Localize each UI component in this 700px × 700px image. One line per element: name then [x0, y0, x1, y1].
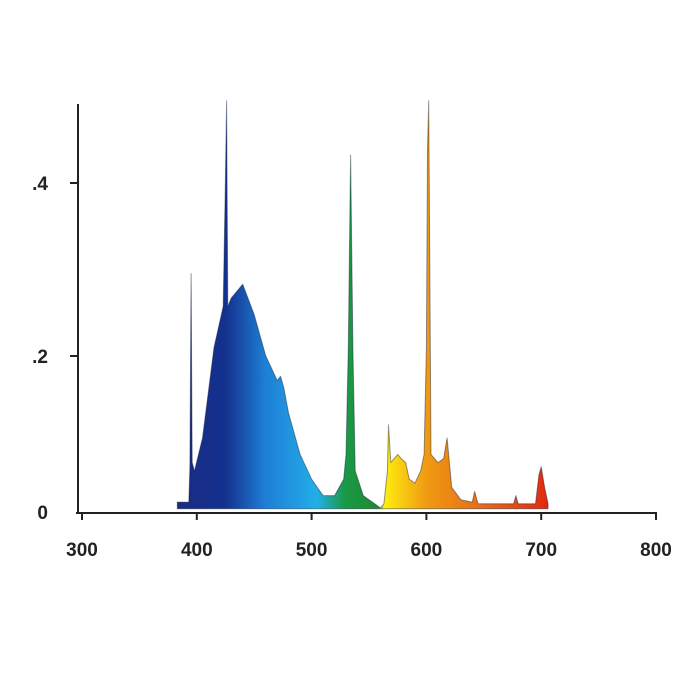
x-tick-label: 300 [66, 540, 98, 561]
y-tick-label: .2 [32, 347, 48, 368]
x-tick-label: 800 [640, 540, 672, 561]
y-tick-label: .4 [32, 174, 48, 195]
x-tick-label: 700 [525, 540, 557, 561]
x-tick-label: 600 [411, 540, 443, 561]
x-tick-label: 400 [181, 540, 213, 561]
x-tick-label: 500 [296, 540, 328, 561]
y-tick-label: 0 [37, 503, 48, 524]
spectrum-area [176, 100, 549, 510]
